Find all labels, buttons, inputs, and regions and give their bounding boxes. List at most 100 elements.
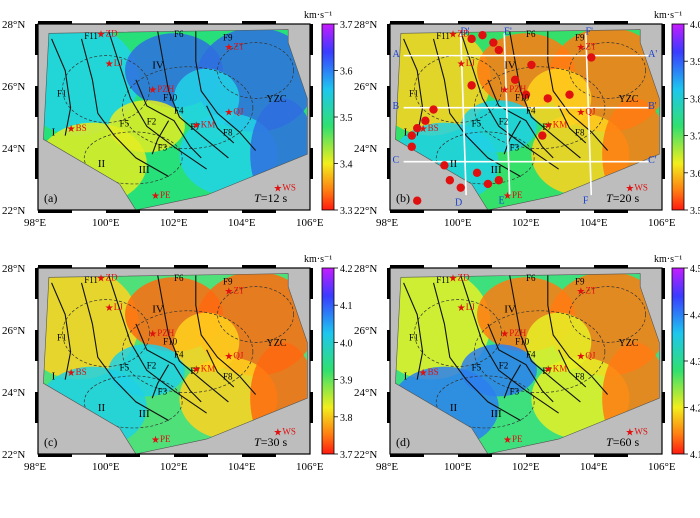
velocity-field <box>43 29 308 210</box>
station-label: KM <box>201 119 216 129</box>
station-label: ZT <box>233 41 244 51</box>
contour-0 <box>62 299 150 367</box>
station-label: ZD <box>458 28 470 38</box>
frame-tick-bottom <box>594 454 628 457</box>
station-star-icon: ★ <box>503 435 512 446</box>
station-star-icon: ★ <box>544 364 553 375</box>
period-label: T=30 s <box>254 435 287 449</box>
fault-label: F11 <box>84 275 98 285</box>
period-label: T=60 s <box>606 435 639 449</box>
frame-tick-bottom <box>526 210 560 213</box>
frame-tick-bottom <box>458 454 492 457</box>
fault-label: F2 <box>147 360 157 370</box>
frame-tick-top <box>390 265 424 268</box>
fault-trace-5 <box>487 79 554 159</box>
fault-trace-0 <box>51 38 72 136</box>
colorbar-unit: km·s⁻¹ <box>304 254 332 265</box>
station-label: PZH <box>157 328 175 338</box>
fault-trace-6 <box>558 349 587 388</box>
frame-tick-left <box>35 86 38 117</box>
contour-1 <box>473 310 606 393</box>
frame-tick-top <box>458 21 492 24</box>
colorbar-tick-label: 3.7 <box>340 450 353 461</box>
frame-tick-bottom <box>174 454 208 457</box>
block-label: IV <box>504 60 516 72</box>
lon-tick-label: 106°E <box>296 217 324 229</box>
lon-tick-label: 100°E <box>444 461 472 473</box>
profile-label: A <box>392 49 400 60</box>
station-label: QJ <box>233 106 243 116</box>
frame-tick-top <box>242 21 276 24</box>
station-star-icon: ★ <box>224 286 233 297</box>
block-label: III <box>491 164 502 176</box>
station-star-icon: ★ <box>576 42 585 53</box>
station-label: WS <box>282 183 296 193</box>
fault-label: F4 <box>174 349 184 359</box>
station-star-icon: ★ <box>625 428 634 439</box>
colorbar: km·s⁻¹ 3.7 3.6 3.5 3.4 3.3 <box>304 10 353 217</box>
contour-2 <box>569 42 647 99</box>
fault-trace-0 <box>51 282 72 380</box>
earthquake-dot-15 <box>440 161 449 170</box>
station-label: WS <box>282 427 296 437</box>
profile-label: D' <box>460 26 469 37</box>
earthquake-dot-11 <box>421 116 430 125</box>
fault-label: F2 <box>499 116 509 126</box>
frame-tick-top <box>390 21 424 24</box>
station-star-icon: ★ <box>224 42 233 53</box>
frame-tick-top <box>106 21 140 24</box>
frame-tick-top <box>594 21 628 24</box>
fault-trace-5 <box>135 79 202 159</box>
frame-tick-right <box>662 148 665 179</box>
station-star-icon: ★ <box>457 59 466 70</box>
block-label: I <box>52 371 56 383</box>
colorbar-ramp <box>321 267 335 455</box>
fault-label: F9 <box>223 277 233 287</box>
profile-label: B <box>392 101 399 112</box>
station-label: BS <box>76 367 87 377</box>
lat-tick-label: 26°N <box>354 325 377 337</box>
block-label: II <box>450 158 458 170</box>
frame-tick-bottom <box>106 210 140 213</box>
earthquake-dot-12 <box>413 123 422 133</box>
earthquake-dot-6 <box>527 60 536 70</box>
profile-label: F' <box>586 26 594 37</box>
frame-tick-top <box>242 265 276 268</box>
station-label: PE <box>160 190 171 200</box>
contour-0 <box>62 55 150 123</box>
fault-label: F5 <box>120 362 130 372</box>
colorbar-tick-label: 4.1 <box>340 301 353 312</box>
fault-label: F1 <box>57 333 67 343</box>
earthquake-dot-21 <box>413 196 422 205</box>
lat-tick-label: 22°N <box>354 205 377 217</box>
profile-label: C <box>392 155 399 166</box>
station-star-icon: ★ <box>449 29 458 40</box>
fault-trace-7 <box>503 364 522 399</box>
fault-label: F6 <box>174 273 184 283</box>
frame-tick-top <box>38 21 72 24</box>
frame-tick-top <box>526 21 560 24</box>
panel-label: (a) <box>44 191 57 205</box>
panel-label: (b) <box>396 191 410 205</box>
fault-label: F6 <box>526 29 536 39</box>
colorbar: km·s⁻¹ 4.2 4.1 4.0 3.9 3.8 3.7 <box>304 254 353 461</box>
colorbar-tick-label: 3.8 <box>340 413 353 424</box>
block-label: I <box>404 127 408 139</box>
fault-label: F5 <box>120 118 130 128</box>
fault-trace-4 <box>195 31 257 151</box>
anomaly-0 <box>395 273 491 380</box>
region-label: YZC <box>266 338 286 349</box>
colorbar-tick-label: 4.0 <box>340 338 353 349</box>
frame-tick-top <box>458 265 492 268</box>
block-label: IV <box>504 304 516 316</box>
station-star-icon: ★ <box>148 85 157 96</box>
frame-tick-right <box>310 148 313 179</box>
station-label: PE <box>512 434 523 444</box>
station-star-icon: ★ <box>192 364 201 375</box>
earthquake-dot-13 <box>407 131 416 140</box>
contour-3 <box>83 131 183 185</box>
contour-3 <box>83 375 183 429</box>
fault-label: F11 <box>84 31 98 41</box>
colorbar-tick-label: 3.3 <box>340 206 353 217</box>
